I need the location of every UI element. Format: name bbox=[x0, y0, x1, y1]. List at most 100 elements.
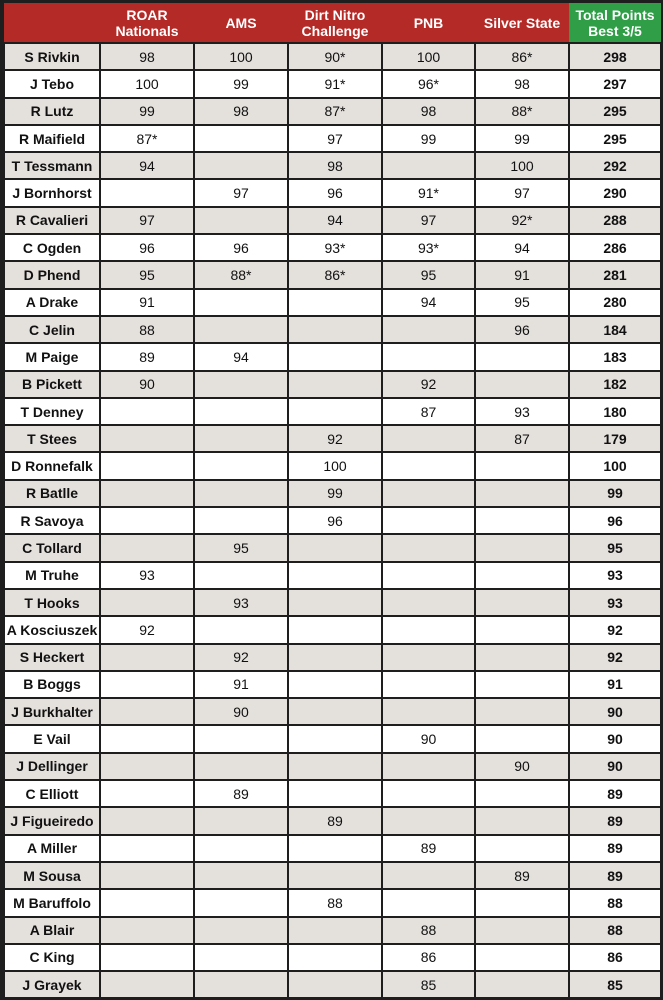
table-row: R Savoya 96 96 bbox=[3, 506, 662, 536]
table-row: M Baruffolo 88 88 bbox=[3, 888, 662, 918]
silver-state-score bbox=[474, 833, 570, 863]
ams-score: 95 bbox=[193, 533, 289, 563]
total-points: 86 bbox=[568, 942, 662, 973]
ams-score bbox=[193, 833, 289, 863]
racer-name: A Kosciuszek bbox=[3, 615, 101, 645]
ams-score bbox=[193, 806, 289, 836]
dirt-nitro-challenge-score bbox=[287, 314, 383, 345]
silver-state-score: 89 bbox=[474, 860, 570, 891]
roar-nationals-score: 92 bbox=[99, 615, 195, 645]
pnb-score: 86 bbox=[381, 942, 476, 973]
racer-name: C King bbox=[3, 942, 101, 973]
table-row: A Blair 88 88 bbox=[3, 915, 662, 945]
silver-state-score: 95 bbox=[474, 287, 570, 317]
table-row: J Bornhorst 97 96 91* 97 290 bbox=[3, 178, 662, 208]
total-points: 89 bbox=[568, 833, 662, 863]
roar-nationals-score: 95 bbox=[99, 260, 195, 290]
roar-nationals-score: 87* bbox=[99, 123, 195, 154]
roar-nationals-score bbox=[99, 888, 195, 918]
ams-score bbox=[193, 151, 289, 181]
total-points: 92 bbox=[568, 642, 662, 672]
silver-state-score bbox=[474, 451, 570, 481]
pnb-score: 93* bbox=[381, 233, 476, 263]
total-points: 298 bbox=[568, 41, 662, 72]
roar-nationals-score: 93 bbox=[99, 560, 195, 590]
racer-name: A Drake bbox=[3, 287, 101, 317]
racer-name: A Blair bbox=[3, 915, 101, 945]
total-points: 180 bbox=[568, 396, 662, 427]
total-points: 88 bbox=[568, 888, 662, 918]
dirt-nitro-challenge-score: 96 bbox=[287, 178, 383, 208]
table-row: C Tollard 95 95 bbox=[3, 533, 662, 563]
total-points: 295 bbox=[568, 123, 662, 154]
roar-nationals-score bbox=[99, 915, 195, 945]
pnb-score bbox=[381, 560, 476, 590]
table-row: R Cavalieri 97 94 97 92* 288 bbox=[3, 205, 662, 236]
pnb-header: PNB bbox=[382, 3, 475, 43]
silver-state-score bbox=[474, 888, 570, 918]
racer-name: J Figueiredo bbox=[3, 806, 101, 836]
dirt-nitro-challenge-score bbox=[287, 970, 383, 1000]
table-row: S Rivkin 98 100 90* 100 86* 298 bbox=[3, 41, 662, 72]
silver-state-header: Silver State bbox=[475, 3, 569, 43]
racer-name: M Paige bbox=[3, 342, 101, 372]
total-points: 93 bbox=[568, 560, 662, 590]
table-row: J Tebo 100 99 91* 96* 98 297 bbox=[3, 69, 662, 99]
ams-score bbox=[193, 478, 289, 509]
racer-name: M Baruffolo bbox=[3, 888, 101, 918]
silver-state-score: 93 bbox=[474, 396, 570, 427]
table-row: J Grayek 85 85 bbox=[3, 970, 662, 1000]
dirt-nitro-challenge-score: 87* bbox=[287, 96, 383, 126]
silver-state-score bbox=[474, 615, 570, 645]
racer-name: J Dellinger bbox=[3, 751, 101, 782]
roar-nationals-score: 91 bbox=[99, 287, 195, 317]
pnb-score: 91* bbox=[381, 178, 476, 208]
dirt-nitro-challenge-score: 98 bbox=[287, 151, 383, 181]
table-row: C King 86 86 bbox=[3, 942, 662, 973]
roar-nationals-score bbox=[99, 587, 195, 618]
racer-name: S Heckert bbox=[3, 642, 101, 672]
racer-name: J Tebo bbox=[3, 69, 101, 99]
roar-nationals-score bbox=[99, 478, 195, 509]
total-points: 179 bbox=[568, 424, 662, 454]
total-points: 184 bbox=[568, 314, 662, 345]
ams-score bbox=[193, 560, 289, 590]
roar-nationals-score bbox=[99, 178, 195, 208]
dirt-nitro-challenge-score bbox=[287, 833, 383, 863]
pnb-score: 99 bbox=[381, 123, 476, 154]
total-points: 95 bbox=[568, 533, 662, 563]
pnb-score: 88 bbox=[381, 915, 476, 945]
standings-table: ROAR Nationals AMS Dirt Nitro Challenge PNB… bbox=[3, 3, 662, 1000]
ams-score bbox=[193, 369, 289, 399]
roar-nationals-score bbox=[99, 724, 195, 754]
racer-name: J Grayek bbox=[3, 970, 101, 1000]
dirt-nitro-challenge-score bbox=[287, 533, 383, 563]
table-row: D Ronnefalk 100 100 bbox=[3, 451, 662, 481]
dirt-nitro-challenge-score: 100 bbox=[287, 451, 383, 481]
pnb-score: 97 bbox=[381, 205, 476, 236]
silver-state-score: 99 bbox=[474, 123, 570, 154]
racer-name: C Ogden bbox=[3, 233, 101, 263]
ams-score: 94 bbox=[193, 342, 289, 372]
total-points-header: Total Points Best 3/5 bbox=[569, 3, 661, 43]
ams-score bbox=[193, 942, 289, 973]
ams-score bbox=[193, 751, 289, 782]
roar-nationals-score: 94 bbox=[99, 151, 195, 181]
roar-nationals-score bbox=[99, 396, 195, 427]
silver-state-score bbox=[474, 478, 570, 509]
roar-nationals-score bbox=[99, 533, 195, 563]
racer-name: T Hooks bbox=[3, 587, 101, 618]
total-points: 281 bbox=[568, 260, 662, 290]
ams-score bbox=[193, 314, 289, 345]
racer-name: B Boggs bbox=[3, 669, 101, 700]
racer-name: R Savoya bbox=[3, 506, 101, 536]
dirt-nitro-challenge-score bbox=[287, 369, 383, 399]
silver-state-score: 100 bbox=[474, 151, 570, 181]
racer-name: T Denney bbox=[3, 396, 101, 427]
pnb-score bbox=[381, 151, 476, 181]
table-row: D Phend 95 88* 86* 95 91 281 bbox=[3, 260, 662, 290]
ams-score: 98 bbox=[193, 96, 289, 126]
table-row: M Sousa 89 89 bbox=[3, 860, 662, 891]
pnb-score bbox=[381, 615, 476, 645]
table-row: C Elliott 89 89 bbox=[3, 779, 662, 809]
